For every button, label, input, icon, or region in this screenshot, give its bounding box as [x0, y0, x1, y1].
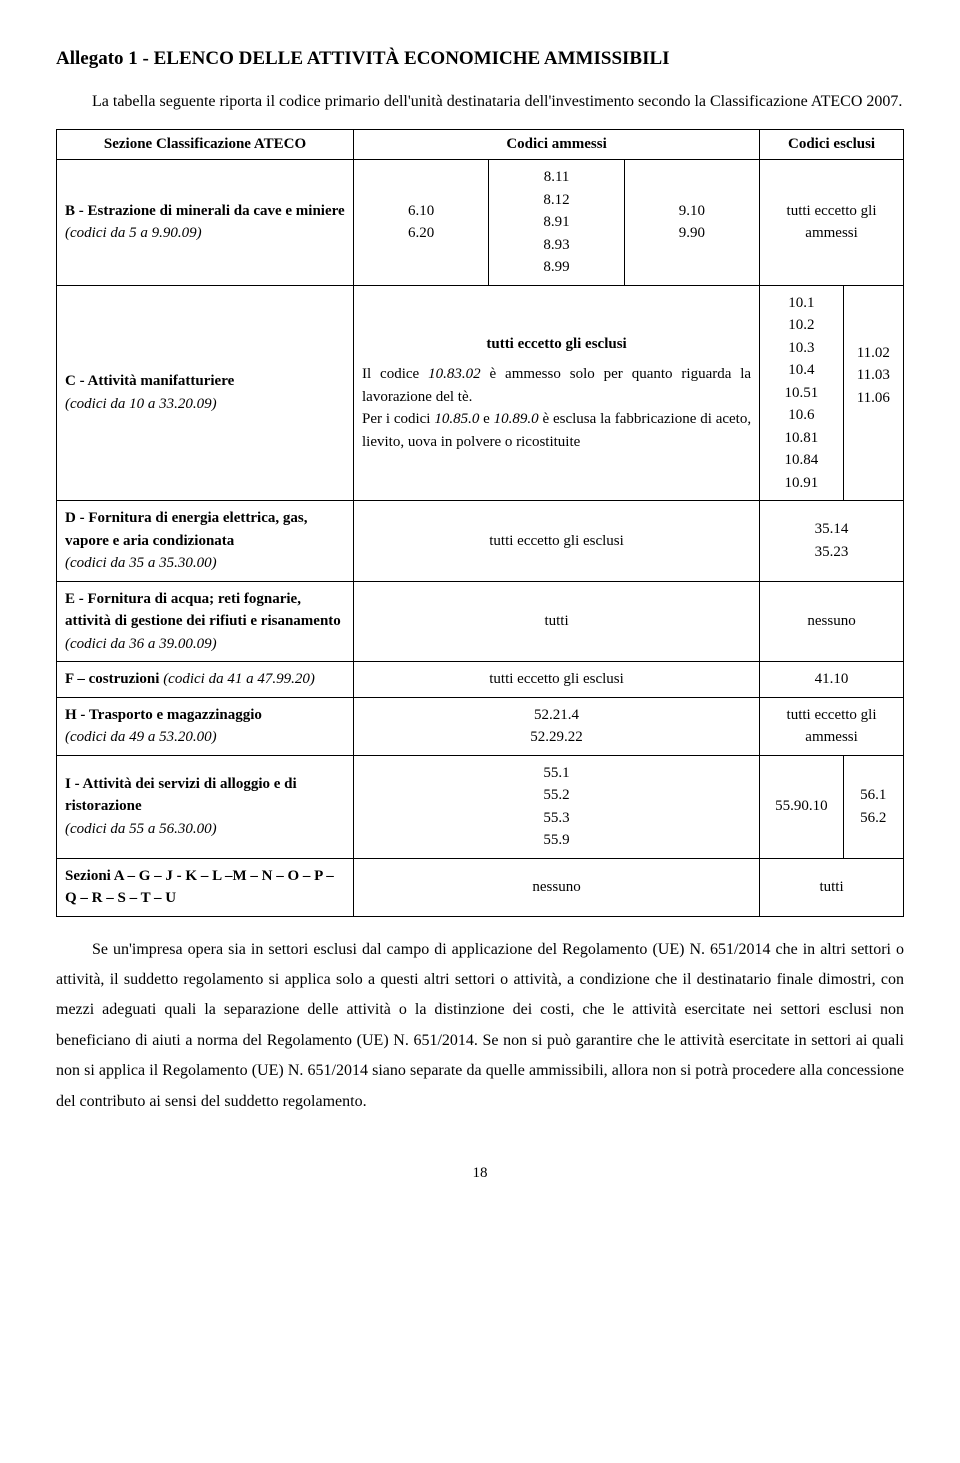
row-c-amm-p2b: 10.85.0	[434, 411, 479, 427]
closing-paragraph: Se un'impresa opera sia in settori esclu…	[56, 935, 904, 1117]
header-col1: Sezione Classificazione ATECO	[57, 130, 354, 160]
row-e-label-bold: E - Fornitura di acqua; reti fognarie, a…	[65, 591, 341, 630]
row-c-amm-p1: Il codice 10.83.02 è ammesso solo per qu…	[362, 363, 751, 408]
row-d-label-ital: (codici da 35 a 35.30.00)	[65, 555, 217, 571]
row-h-escl: tutti eccetto gli ammessi	[760, 697, 904, 755]
header-col3: Codici esclusi	[760, 130, 904, 160]
page-number: 18	[56, 1165, 904, 1182]
row-c-escl2: 11.02 11.03 11.06	[843, 285, 903, 501]
row-h-label-bold: H - Trasporto e magazzinaggio	[65, 707, 262, 723]
row-b-amm1: 6.10 6.20	[354, 160, 489, 286]
row-f-label-bold: F – costruzioni	[65, 671, 159, 687]
ateco-table: Sezione Classificazione ATECO Codici amm…	[56, 129, 904, 917]
table-row: I - Attività dei servizi di alloggio e d…	[57, 755, 904, 858]
header-col2: Codici ammessi	[354, 130, 760, 160]
row-d-label-bold: D - Fornitura di energia elettrica, gas,…	[65, 510, 307, 549]
row-d-amm: tutti eccetto gli esclusi	[354, 501, 760, 582]
row-h-label: H - Trasporto e magazzinaggio (codici da…	[57, 697, 354, 755]
row-c-amm-p2d: 10.89.0	[494, 411, 539, 427]
row-c-amm-p2: Per i codici 10.85.0 e 10.89.0 è esclusa…	[362, 408, 751, 453]
row-b-escl: tutti eccetto gli ammessi	[760, 160, 904, 286]
table-row: B - Estrazione di minerali da cave e min…	[57, 160, 904, 286]
row-last-amm: nessuno	[354, 858, 760, 916]
row-c-label-bold: C - Attività manifatturiere	[65, 373, 234, 389]
row-last-label: Sezioni A – G – J - K – L –M – N – O – P…	[57, 858, 354, 916]
row-b-label-ital: (codici da 5 a 9.90.09)	[65, 225, 202, 241]
row-c-amm-title: tutti eccetto gli esclusi	[362, 333, 751, 356]
row-f-label: F – costruzioni (codici da 41 a 47.99.20…	[57, 662, 354, 698]
table-row: C - Attività manifatturiere (codici da 1…	[57, 285, 904, 501]
page-title: Allegato 1 - ELENCO DELLE ATTIVITÀ ECONO…	[56, 48, 904, 70]
table-row: H - Trasporto e magazzinaggio (codici da…	[57, 697, 904, 755]
row-d-label: D - Fornitura di energia elettrica, gas,…	[57, 501, 354, 582]
row-c-amm: tutti eccetto gli esclusi Il codice 10.8…	[354, 285, 760, 501]
table-row: E - Fornitura di acqua; reti fognarie, a…	[57, 581, 904, 662]
row-c-escl1: 10.1 10.2 10.3 10.4 10.51 10.6 10.81 10.…	[760, 285, 844, 501]
table-row: D - Fornitura di energia elettrica, gas,…	[57, 501, 904, 582]
table-row: F – costruzioni (codici da 41 a 47.99.20…	[57, 662, 904, 698]
row-e-escl: nessuno	[760, 581, 904, 662]
row-f-escl: 41.10	[760, 662, 904, 698]
row-c-amm-p1a: Il codice	[362, 366, 428, 382]
row-h-amm: 52.21.4 52.29.22	[354, 697, 760, 755]
row-e-label-ital: (codici da 36 a 39.00.09)	[65, 636, 217, 652]
row-b-amm3: 9.10 9.90	[624, 160, 759, 286]
row-b-label: B - Estrazione di minerali da cave e min…	[57, 160, 354, 286]
row-i-label-bold: I - Attività dei servizi di alloggio e d…	[65, 776, 297, 815]
row-b-label-bold: B - Estrazione di minerali da cave e min…	[65, 203, 345, 219]
row-last-escl: tutti	[760, 858, 904, 916]
intro-paragraph: La tabella seguente riporta il codice pr…	[56, 88, 904, 115]
table-header-row: Sezione Classificazione ATECO Codici amm…	[57, 130, 904, 160]
row-d-escl: 35.14 35.23	[760, 501, 904, 582]
row-c-label-ital: (codici da 10 a 33.20.09)	[65, 396, 217, 412]
row-i-escl1: 55.90.10	[760, 755, 844, 858]
row-i-escl2: 56.1 56.2	[843, 755, 903, 858]
row-e-amm: tutti	[354, 581, 760, 662]
row-e-label: E - Fornitura di acqua; reti fognarie, a…	[57, 581, 354, 662]
row-f-amm: tutti eccetto gli esclusi	[354, 662, 760, 698]
row-h-label-ital: (codici da 49 a 53.20.00)	[65, 729, 217, 745]
row-f-label-ital: (codici da 41 a 47.99.20)	[159, 671, 314, 687]
row-last-label-bold: Sezioni A – G – J - K – L –M – N – O – P…	[65, 868, 334, 907]
row-c-amm-p1b: 10.83.02	[428, 366, 481, 382]
row-i-label-ital: (codici da 55 a 56.30.00)	[65, 821, 217, 837]
row-c-amm-p2c: e	[479, 411, 493, 427]
row-b-amm2: 8.11 8.12 8.91 8.93 8.99	[489, 160, 624, 286]
row-c-label: C - Attività manifatturiere (codici da 1…	[57, 285, 354, 501]
row-i-label: I - Attività dei servizi di alloggio e d…	[57, 755, 354, 858]
row-i-amm: 55.1 55.2 55.3 55.9	[354, 755, 760, 858]
row-c-amm-p2a: Per i codici	[362, 411, 434, 427]
table-row: Sezioni A – G – J - K – L –M – N – O – P…	[57, 858, 904, 916]
